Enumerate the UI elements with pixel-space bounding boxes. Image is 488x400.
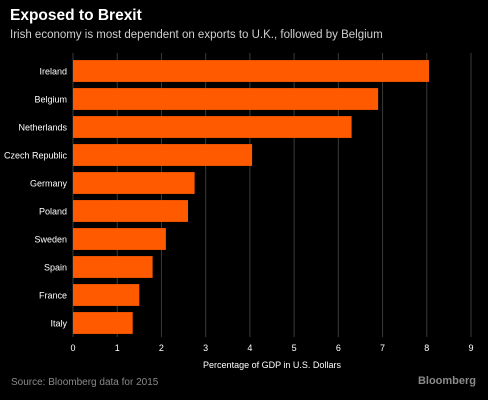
x-tick-label: 7 [380,343,385,353]
category-label: Spain [44,263,67,273]
category-label: Sweden [34,235,67,245]
bar-france [73,284,140,306]
category-label: Netherlands [18,123,67,133]
x-tick-label: 5 [292,343,297,353]
bar-belgium [73,88,379,110]
category-label: France [39,291,67,301]
category-label: Czech Republic [4,151,68,161]
x-tick-label: 0 [70,343,75,353]
bar-netherlands [73,116,352,138]
x-tick-label: 6 [336,343,341,353]
x-tick-label: 4 [247,343,252,353]
category-label: Italy [50,319,67,329]
bar-ireland [73,60,429,82]
category-label: Germany [30,179,68,189]
bloomberg-logo: Bloomberg [417,375,476,387]
chart-subtitle: Irish economy is most dependent on expor… [10,29,383,41]
bar-czech-republic [73,144,253,166]
x-tick-label: 9 [468,343,473,353]
bar-poland [73,200,188,222]
x-tick-label: 8 [424,343,429,353]
bar-germany [73,172,195,194]
x-tick-label: 2 [159,343,164,353]
source-note: Source: Bloomberg data for 2015 [11,377,159,388]
bar-italy [73,312,133,334]
bar-spain [73,256,153,278]
x-tick-label: 3 [203,343,208,353]
category-label: Poland [39,207,67,217]
category-label: Ireland [39,67,67,77]
bar-sweden [73,228,166,250]
category-label: Belgium [34,95,67,105]
x-tick-label: 1 [115,343,120,353]
x-axis-label: Percentage of GDP in U.S. Dollars [203,360,341,370]
chart-title: Exposed to Brexit [10,7,142,24]
